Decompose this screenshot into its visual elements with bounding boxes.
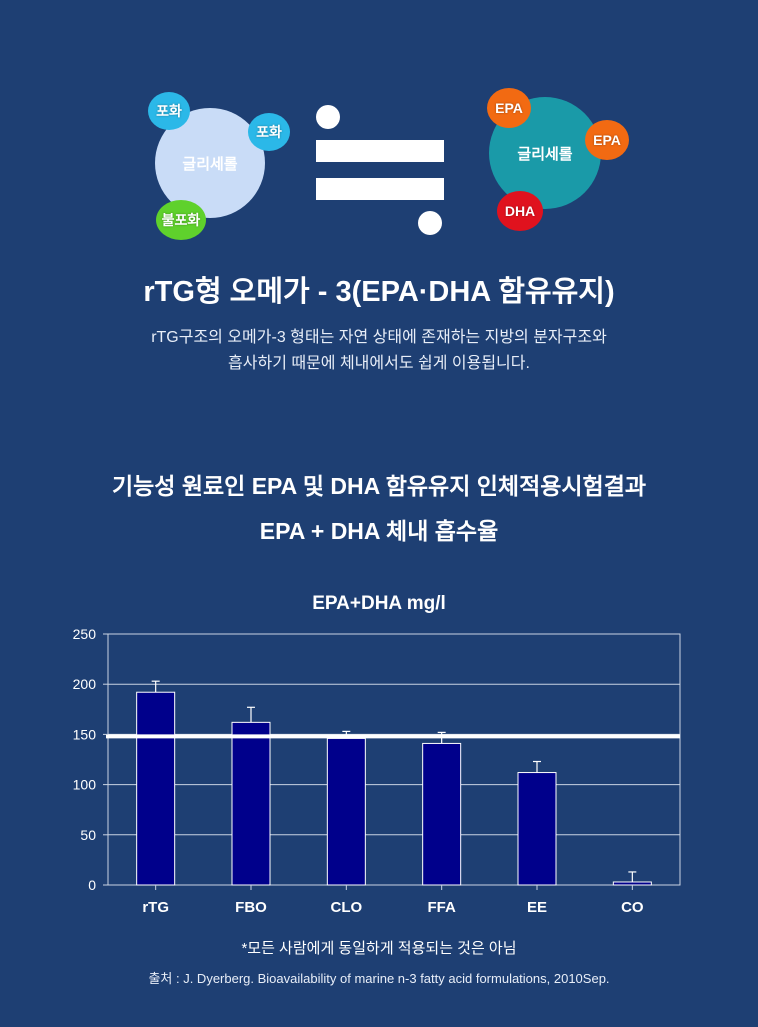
y-tick-label: 50 [80, 827, 96, 843]
section-heading-line-1: 기능성 원료인 EPA 및 DHA 함유유지 인체적용시험결과 [111, 473, 647, 499]
y-tick-label: 200 [73, 676, 97, 692]
footnote: *모든 사람에게 동일하게 적용되는 것은 아님 [241, 940, 517, 957]
left-tag-1-label: 포화 [156, 103, 182, 119]
bar-EE [517, 772, 557, 886]
left-glycerol-label: 글리세롤 [182, 155, 238, 173]
x-tick-label: rTG [142, 899, 169, 916]
left-tag-3: 불포화 [156, 200, 206, 240]
bar-rTG [136, 691, 176, 886]
chart-labels: 0 50 100 150 200 250 rTG FBO CLO FFA EE CO [73, 626, 644, 916]
right-glycerol-label: 글리세롤 [517, 145, 573, 163]
right-tag-3-label: DHA [504, 203, 536, 219]
description-line-2: 흡사하기 때문에 체내에서도 쉽게 이용됩니다. [228, 355, 530, 372]
y-tick-label: 100 [73, 777, 97, 793]
bar-CO [612, 881, 652, 886]
section-heading-line-2: EPA + DHA 체내 흡수율 [259, 518, 499, 544]
chart-grid [107, 633, 681, 886]
bar-FBO [231, 721, 271, 886]
chart-axes [103, 633, 633, 890]
x-tick-label: CLO [330, 899, 362, 916]
y-tick-label: 150 [73, 726, 97, 742]
right-tag-1-label: EPA [495, 100, 523, 116]
chart-title: EPA+DHA mg/l [312, 593, 446, 614]
right-tag-1: EPA [487, 88, 531, 128]
bar-CLO [326, 737, 366, 886]
y-tick-label: 0 [88, 877, 96, 893]
right-tag-2: EPA [585, 120, 629, 160]
right-tag-3: DHA [497, 191, 543, 231]
description-line-1: rTG구조의 오메가-3 형태는 자연 상태에 존재하는 지방의 분자구조와 [151, 329, 607, 346]
bar-FFA [422, 742, 462, 886]
chart-bars [136, 680, 652, 886]
plot-area [107, 633, 681, 886]
source-citation: 출처 : J. Dyerberg. Bioavailability of mar… [148, 971, 610, 986]
approximately-equal-icon [316, 105, 444, 235]
left-tag-1: 포화 [148, 92, 190, 130]
x-tick-label: CO [621, 899, 644, 916]
x-tick-label: EE [527, 899, 547, 916]
x-tick-label: FFA [427, 899, 455, 916]
right-tag-2-label: EPA [593, 132, 621, 148]
x-tick-label: FBO [235, 899, 267, 916]
y-tick-label: 250 [73, 626, 97, 642]
left-tag-2: 포화 [248, 113, 290, 151]
left-tag-3-label: 불포화 [161, 212, 201, 228]
page-title: rTG형 오메가 - 3(EPA·DHA 함유유지) [143, 276, 615, 308]
bar-chart: 0 50 100 150 200 250 rTG FBO CLO FFA EE CO [73, 626, 681, 916]
left-tag-2-label: 포화 [256, 124, 282, 140]
